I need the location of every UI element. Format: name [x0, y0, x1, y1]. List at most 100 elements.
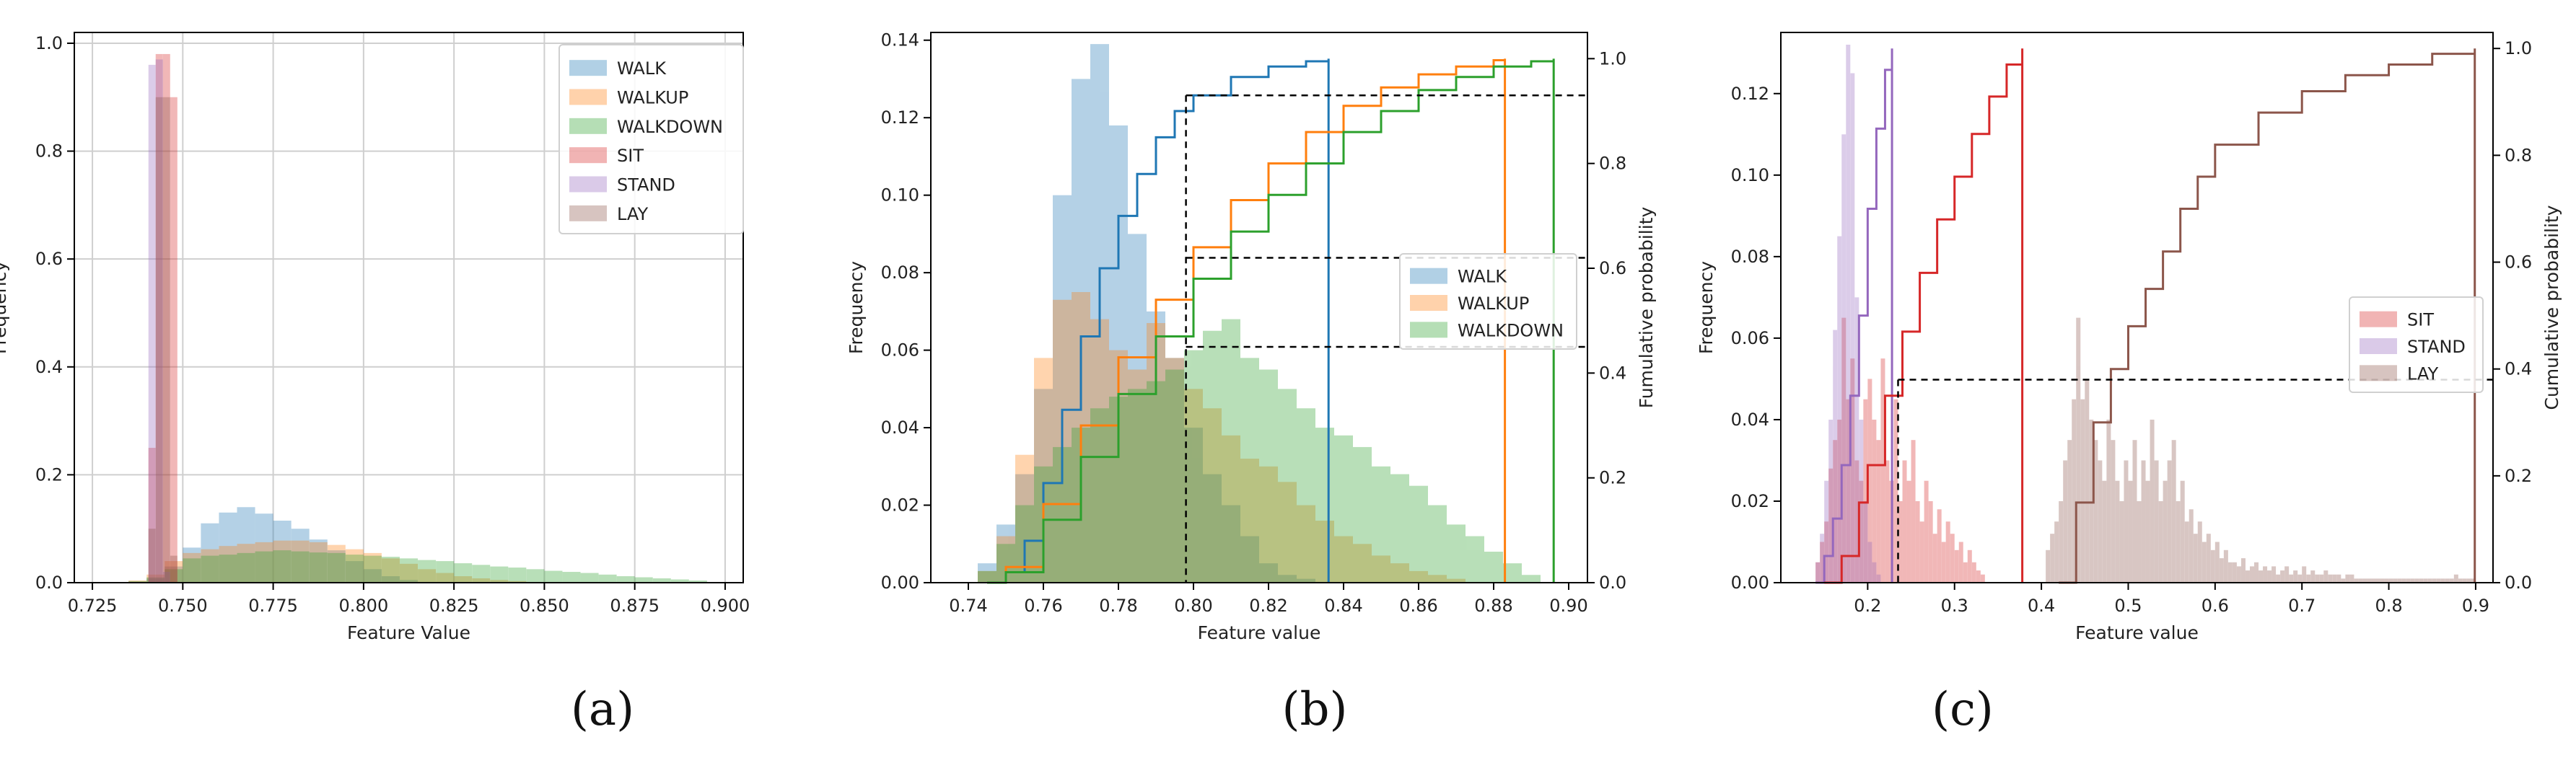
- histogram-bar: [1846, 399, 1851, 583]
- histogram-bar: [670, 579, 689, 583]
- histogram-bar: [1859, 419, 1864, 583]
- histogram-bar: [291, 540, 310, 583]
- histogram-bar: [2259, 570, 2264, 583]
- histogram-bar: [2310, 570, 2316, 583]
- histogram-bar: [1898, 500, 1903, 583]
- histogram-bar: [1876, 440, 1881, 583]
- y-right-tick-label: 0.2: [1599, 468, 1626, 488]
- histogram-bar: [2380, 578, 2385, 583]
- histogram-bar: [1484, 552, 1503, 583]
- series-lay: [148, 97, 178, 583]
- y-tick-label: 1.0: [35, 33, 63, 53]
- x-axis-label: Feature value: [2075, 622, 2199, 643]
- legend-swatch: [1410, 268, 1447, 284]
- histogram-bar: [652, 578, 671, 583]
- histogram-bar: [2432, 578, 2437, 583]
- histogram-bar: [508, 581, 527, 583]
- histogram-bar: [2219, 558, 2224, 583]
- histogram-bar: [2046, 549, 2051, 583]
- legend-swatch: [1410, 322, 1447, 338]
- histogram-bar: [1447, 524, 1466, 583]
- histogram-bar: [327, 544, 346, 583]
- histogram-bar: [1184, 428, 1203, 583]
- histogram-bar: [2449, 578, 2454, 583]
- histogram-bar: [2323, 570, 2329, 583]
- x-tick-label: 0.750: [158, 596, 208, 616]
- histogram-bar: [1184, 350, 1203, 583]
- histogram-bar: [1334, 435, 1353, 583]
- histogram-bar: [1893, 399, 1898, 583]
- x-tick-label: 0.5: [2114, 596, 2142, 616]
- histogram-bar: [1876, 574, 1881, 583]
- histogram-bar: [2253, 562, 2259, 583]
- histogram-bar: [237, 552, 255, 583]
- y-right-tick-label: 1.0: [2505, 38, 2532, 58]
- legend-swatch: [569, 60, 607, 76]
- histogram-bar: [363, 552, 382, 583]
- histogram-bar: [1928, 500, 1933, 583]
- histogram-bar: [1165, 358, 1184, 583]
- histogram-bar: [1128, 234, 1147, 583]
- histogram-bar: [162, 53, 170, 583]
- series-sit: [148, 53, 178, 583]
- histogram-bar: [490, 566, 509, 583]
- histogram-bar: [2271, 566, 2277, 583]
- histogram-bar: [1859, 480, 1864, 583]
- histogram-bar: [2163, 480, 2168, 583]
- histogram-bar: [2167, 460, 2172, 583]
- histogram-bar: [1932, 534, 1937, 583]
- histogram-bar: [162, 97, 170, 583]
- histogram-bar: [345, 561, 364, 583]
- histogram-bar: [2085, 379, 2090, 583]
- histogram-bar: [1850, 73, 1855, 583]
- histogram-bar: [1147, 381, 1165, 583]
- histogram-bar: [1165, 358, 1184, 583]
- histogram-bar: [508, 568, 527, 583]
- histogram-bar: [1833, 440, 1838, 583]
- histogram-bar: [1863, 500, 1868, 583]
- histogram-bar: [327, 550, 346, 583]
- histogram-bar: [1815, 562, 1821, 583]
- y-tick-label: 0.12: [881, 107, 919, 128]
- histogram-bar: [634, 577, 653, 583]
- histogram-bar: [162, 572, 170, 583]
- histogram-bar: [526, 569, 545, 583]
- panel-caption: (a): [571, 683, 634, 736]
- histogram-bar: [155, 97, 163, 583]
- histogram-bar: [2111, 440, 2116, 583]
- y-right-tick-label: 0.8: [2505, 145, 2532, 165]
- histogram-bar: [1372, 555, 1390, 583]
- histogram-bar: [1090, 408, 1109, 583]
- histogram-bar: [2202, 542, 2207, 583]
- histogram-bar: [1867, 542, 1872, 583]
- histogram-bar: [2341, 578, 2346, 583]
- histogram-bar: [170, 97, 178, 583]
- histogram-bar: [1447, 578, 1466, 583]
- legend-label: WALKDOWN: [617, 117, 723, 137]
- histogram-bar: [616, 576, 635, 583]
- y-right-tick-label: 0.8: [1599, 154, 1626, 174]
- histogram-bar: [2236, 566, 2241, 583]
- y-tick-label: 0.00: [881, 573, 919, 593]
- y-tick-label: 0.8: [35, 141, 63, 162]
- histogram-bar: [1880, 358, 1885, 583]
- histogram-bar: [2128, 480, 2133, 583]
- series-walkup: [978, 292, 1466, 583]
- histogram-bar: [2059, 500, 2064, 583]
- histogram-bar: [2289, 574, 2294, 583]
- histogram-bar: [165, 561, 183, 583]
- legend-label: WALK: [617, 58, 667, 79]
- histogram-bar: [1863, 399, 1868, 583]
- legend-label: WALKDOWN: [1458, 320, 1564, 340]
- y-tick-label: 0.0: [35, 573, 63, 593]
- x-tick-label: 0.875: [610, 596, 660, 616]
- histogram-bar: [1872, 419, 1877, 583]
- histogram-bar: [2466, 578, 2471, 583]
- x-axis-label: Feature Value: [347, 622, 470, 643]
- histogram-bar: [2193, 534, 2198, 583]
- histogram-bar: [1278, 389, 1297, 583]
- histogram-bar: [2280, 570, 2285, 583]
- cumulative-line-walkdown: [987, 58, 1555, 584]
- x-tick-label: 0.2: [1854, 596, 1881, 616]
- histogram-bar: [978, 563, 996, 583]
